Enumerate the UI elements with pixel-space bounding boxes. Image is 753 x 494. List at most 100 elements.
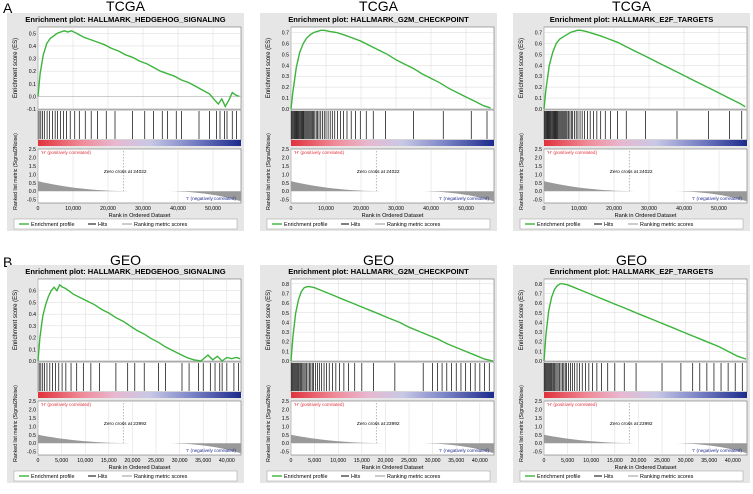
- rank-y-tick-label: 1.0: [282, 172, 289, 178]
- rank-y-tick-label: 0.5: [535, 181, 542, 187]
- legend-label-enrichment: Enrichment profile: [537, 222, 580, 228]
- rank-y-tick-label: -0.5: [280, 198, 289, 204]
- es-y-tick-label: 0.5: [29, 300, 36, 306]
- plot-title: Enrichment plot: HALLMARK_HEDGEHOG_SIGNA…: [25, 267, 225, 276]
- rank-y-tick-label: 0.0: [535, 189, 542, 195]
- rank-y-tick-label: 2.5: [282, 399, 289, 405]
- ranking-metric-area: [291, 181, 494, 202]
- hits-group: [544, 111, 743, 139]
- zero-cross-label: Zero cross at 24022: [104, 169, 147, 175]
- rank-y-axis-label: Ranked list metric (Signal2Noise): [13, 133, 19, 210]
- legend-label-hits: Hits: [604, 474, 614, 480]
- plot-title: Enrichment plot: HALLMARK_HEDGEHOG_SIGNA…: [25, 15, 225, 24]
- es-plot-area: [543, 26, 748, 110]
- rank-y-tick-label: 0.0: [29, 441, 36, 447]
- x-tick-label: 30,000: [425, 458, 441, 464]
- es-y-tick-label: 0.5: [282, 52, 289, 58]
- rank-y-tick-label: 1.5: [535, 416, 542, 422]
- rank-y-tick-label: 1.0: [535, 172, 542, 178]
- positive-correlation-label: 'H' (positively correlated): [294, 402, 344, 407]
- legend-label-hits: Hits: [98, 222, 108, 228]
- zero-cross-label: Zero cross at 24022: [357, 169, 400, 175]
- ranking-metric-area: [544, 181, 747, 202]
- row-label-b: B: [3, 254, 12, 270]
- es-y-tick-label: 0.1: [29, 82, 36, 88]
- x-tick-label: 10,000: [77, 458, 93, 464]
- rank-y-tick-label: 2.5: [29, 399, 36, 405]
- x-tick-label: 20,000: [606, 206, 622, 212]
- legend-label-enrichment: Enrichment profile: [537, 474, 580, 480]
- legend-label-enrichment: Enrichment profile: [284, 474, 327, 480]
- rank-y-axis-label: Ranked list metric (Signal2Noise): [519, 133, 525, 210]
- plot-title: Enrichment plot: HALLMARK_E2F_TARGETS: [550, 15, 714, 24]
- es-y-tick-label: 0.4: [29, 312, 36, 318]
- legend-label-metric: Ranking metric scores: [387, 222, 441, 228]
- legend-label-enrichment: Enrichment profile: [31, 474, 74, 480]
- x-tick-label: 10,000: [330, 458, 346, 464]
- x-tick-label: 0: [37, 206, 40, 212]
- es-y-tick-label: 0.6: [282, 301, 289, 307]
- rank-y-tick-label: 2.5: [535, 147, 542, 153]
- x-tick-label: 35,000: [701, 458, 717, 464]
- x-tick-label: 20,000: [100, 206, 116, 212]
- x-tick-label: 30,000: [135, 206, 151, 212]
- row-label-a: A: [3, 0, 13, 16]
- x-axis-label: Rank in Ordered Dataset: [615, 465, 677, 471]
- correlation-color-bar: [291, 392, 494, 398]
- es-y-tick-label: 0.2: [535, 340, 542, 346]
- hits-group: [291, 363, 490, 391]
- x-tick-label: 10,000: [583, 458, 599, 464]
- es-y-axis-label: Enrichment score (ES): [266, 38, 272, 98]
- es-y-tick-label: 0.1: [535, 349, 542, 355]
- es-y-tick-label: 0.4: [29, 44, 36, 50]
- correlation-color-bar: [544, 392, 747, 398]
- x-tick-label: 15,000: [607, 458, 623, 464]
- es-plot-area: [543, 278, 748, 362]
- legend-label-hits: Hits: [351, 474, 361, 480]
- x-tick-label: 30,000: [641, 206, 657, 212]
- rank-y-tick-label: 0.5: [29, 433, 36, 439]
- x-tick-label: 0: [543, 458, 546, 464]
- x-axis-label: Rank in Ordered Dataset: [362, 213, 424, 219]
- es-y-tick-label: 0.1: [282, 349, 289, 355]
- enrichment-profile-line: [543, 29, 746, 110]
- enrichment-profile-line: [290, 286, 494, 362]
- es-y-tick-label: 0.3: [535, 330, 542, 336]
- rank-area: [290, 148, 495, 204]
- x-tick-label: 0: [543, 206, 546, 212]
- rank-y-tick-label: 1.5: [29, 416, 36, 422]
- es-y-tick-label: 0.3: [282, 330, 289, 336]
- legend-label-enrichment: Enrichment profile: [31, 222, 74, 228]
- correlation-color-bar: [291, 140, 494, 146]
- rank-y-tick-label: 0.0: [282, 189, 289, 195]
- zero-cross-label: Zero cross at 23992: [610, 421, 653, 427]
- rank-y-tick-label: 2.0: [535, 155, 542, 161]
- enrichment-profile-line: [37, 283, 241, 362]
- negative-correlation-label: 'I' (negatively correlated): [439, 448, 489, 453]
- es-plot-area: [37, 26, 242, 110]
- es-y-tick-label: 0.0: [535, 359, 542, 365]
- hits-area: [290, 109, 495, 141]
- correlation-color-bar: [38, 140, 241, 146]
- x-tick-label: 40,000: [725, 458, 741, 464]
- legend-label-hits: Hits: [351, 222, 361, 228]
- positive-correlation-label: 'H' (positively correlated): [547, 402, 597, 407]
- hits-area: [543, 361, 748, 393]
- zero-cross-label: Zero cross at 24022: [610, 169, 653, 175]
- legend-label-metric: Ranking metric scores: [134, 474, 188, 480]
- rank-y-tick-label: 0.0: [29, 189, 36, 195]
- negative-correlation-label: 'I' (negatively correlated): [186, 448, 236, 453]
- x-tick-label: 50,000: [205, 206, 221, 212]
- rank-y-tick-label: 1.0: [535, 424, 542, 430]
- rank-y-axis-label: Ranked list metric (Signal2Noise): [519, 385, 525, 462]
- ranking-metric-area: [38, 181, 241, 202]
- es-y-tick-label: 0.4: [535, 63, 542, 69]
- es-y-axis-label: Enrichment score (ES): [266, 290, 272, 350]
- rank-y-tick-label: -0.5: [533, 198, 542, 204]
- es-y-tick-label: 0.7: [535, 30, 542, 36]
